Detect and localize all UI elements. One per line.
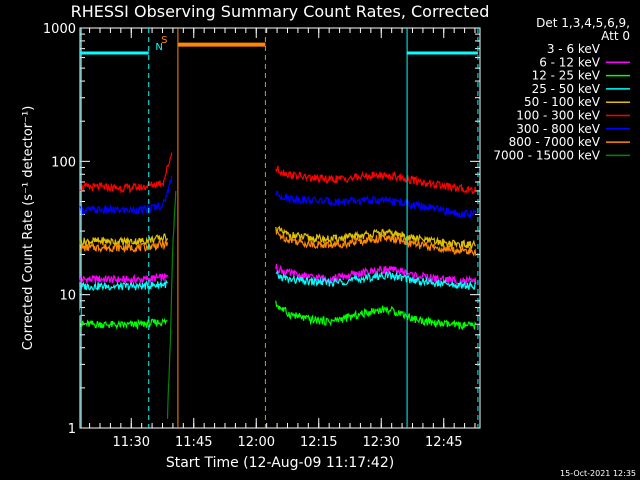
series-line-1 — [79, 272, 169, 285]
y-tick-label: 1000 — [43, 22, 76, 37]
legend-entry-label: 7000 - 15000 keV — [493, 148, 600, 162]
series-line-1 — [275, 263, 477, 286]
series-line-4 — [79, 233, 169, 247]
series-line-8 — [166, 190, 177, 419]
series-line-6 — [275, 190, 477, 220]
legend-header-line-1: Det 1,3,4,5,6,9, — [536, 16, 630, 30]
legend-entry-label: 800 - 7000 keV — [509, 135, 601, 149]
y-tick-label: 100 — [51, 155, 76, 170]
legend-entry-label: 12 - 25 keV — [532, 69, 601, 83]
plot-frame — [79, 27, 481, 429]
y-tick-label: 1 — [68, 422, 76, 437]
series-line-7 — [79, 240, 169, 254]
legend-entry-label: 300 - 800 keV — [516, 122, 600, 136]
series-line-0 — [79, 303, 169, 318]
series-line-5 — [79, 152, 173, 195]
series-line-2 — [79, 317, 168, 331]
flag-marker-S: S — [161, 35, 167, 46]
y-tick-label: 10 — [59, 289, 76, 304]
series-line-0 — [275, 291, 477, 319]
legend-entry-label: 100 - 300 keV — [516, 109, 600, 123]
legend-entry-label: 25 - 50 keV — [532, 82, 601, 96]
legend-entry-label: 3 - 6 keV — [547, 42, 601, 56]
y-axis-label: Corrected Count Rate (s⁻¹ detector⁻¹) — [21, 106, 36, 351]
footer-timestamp: 15-Oct-2021 12:35 — [560, 469, 636, 478]
series-line-2 — [275, 300, 477, 330]
series-line-3 — [79, 278, 168, 292]
series-line-5 — [275, 165, 477, 195]
x-tick-label: 11:45 — [175, 435, 212, 450]
legend-entry-label: 6 - 12 keV — [539, 55, 601, 69]
x-tick-label: 12:15 — [300, 435, 337, 450]
plot-area: 1 10 100 1000 11:30 11:45 12:00 12:15 12:30 12:45… — [43, 22, 481, 450]
x-tick-label: 11:30 — [113, 435, 150, 450]
flag-marker-N: N — [155, 42, 162, 53]
series-line-6 — [79, 176, 173, 216]
series-line-3 — [275, 270, 477, 290]
x-axis-label: Start Time (12-Aug-09 11:17:42) — [166, 455, 394, 471]
chart-title: RHESSI Observing Summary Count Rates, Co… — [71, 2, 490, 21]
x-tick-label: 12:00 — [238, 435, 275, 450]
series-line-7 — [275, 228, 477, 258]
series-line-4 — [275, 225, 476, 251]
x-tick-label: 12:45 — [425, 435, 462, 450]
x-tick-label: 12:30 — [363, 435, 400, 450]
legend-entry-label: 50 - 100 keV — [524, 95, 601, 109]
legend-header-line-2: Att 0 — [601, 29, 630, 43]
